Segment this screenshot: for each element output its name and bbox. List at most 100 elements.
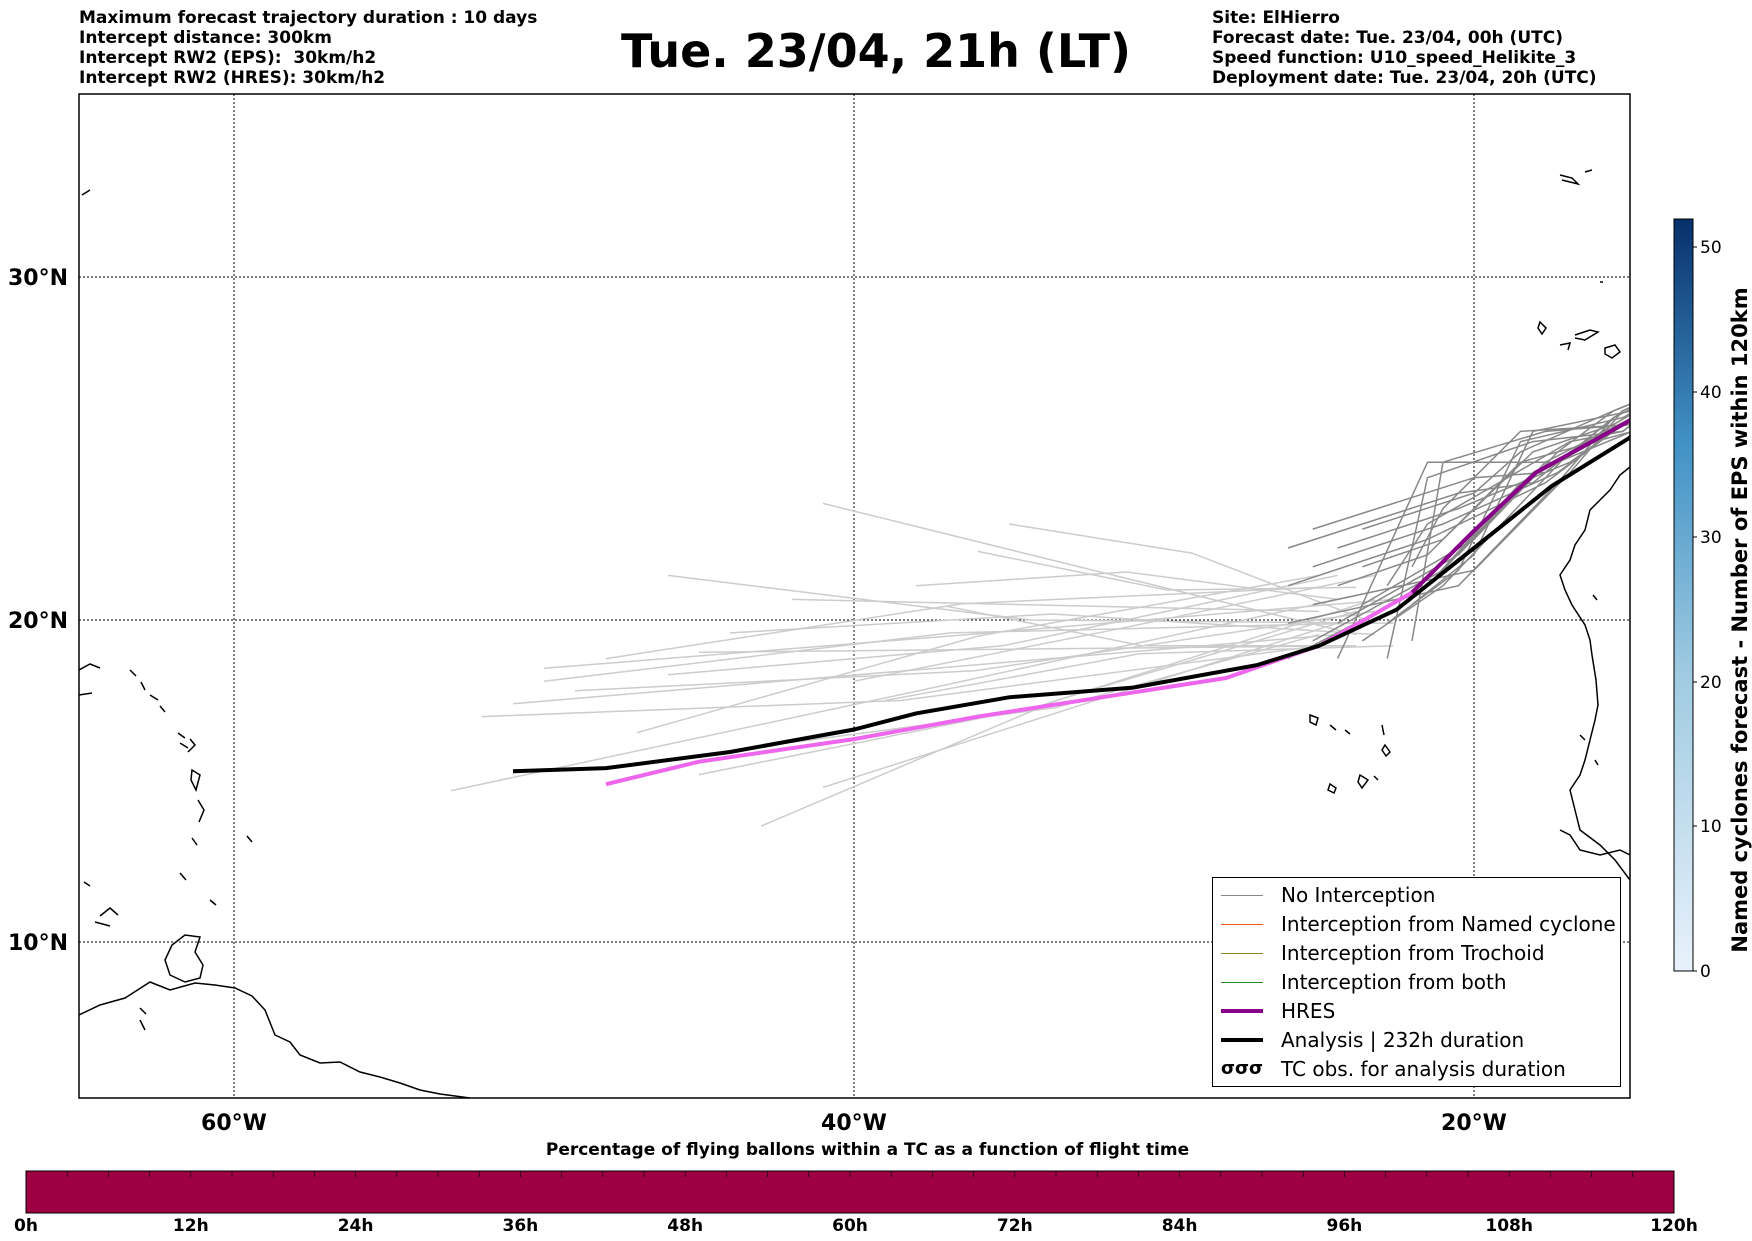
eps-trajectory xyxy=(791,633,1320,744)
legend-label: HRES xyxy=(1281,999,1336,1023)
bijagos-coast xyxy=(1559,829,1630,856)
eps-trajectory-no-interception xyxy=(1411,423,1630,568)
legend-item-hres: HRES xyxy=(1221,997,1335,1025)
bottom-colorbar-tick-label: 48h xyxy=(667,1216,704,1236)
eps-trajectory xyxy=(574,610,1375,692)
cb-tick: 40 xyxy=(1700,383,1722,403)
bottom-colorbar-tick-label: 108h xyxy=(1485,1216,1533,1236)
lesser-antilles xyxy=(94,738,217,927)
lon-tick-40w: 40°W xyxy=(821,1111,887,1136)
legend-item-named-cyclone: Interception from Named cyclone xyxy=(1221,910,1616,938)
header-right-info: Site: ElHierro Forecast date: Tue. 23/04… xyxy=(1212,8,1597,88)
hres-track-late xyxy=(1410,418,1630,595)
eps-trajectory-no-interception xyxy=(1287,408,1630,549)
eps-trajectory xyxy=(667,574,1394,624)
lat-tick-20n: 20°N xyxy=(8,609,68,634)
bottom-colorbar xyxy=(25,1170,1675,1214)
legend-label: Interception from Named cyclone xyxy=(1281,912,1616,936)
eps-trajectory xyxy=(667,574,1338,676)
header-left-info: Maximum forecast trajectory duration : 1… xyxy=(79,8,537,88)
legend-item-analysis: Analysis | 232h duration xyxy=(1221,1026,1524,1054)
analysis-trajectory xyxy=(512,434,1630,774)
vertical-colorbar-ticks: 0 10 20 30 40 50 xyxy=(1693,238,1722,982)
vertical-colorbar-title: Named cyclones forecast - Number of EPS … xyxy=(1728,287,1752,953)
eps-trajectory xyxy=(915,571,1338,601)
eps-trajectory-no-interception xyxy=(1411,410,1630,606)
bottom-colorbar-tick-label: 120h xyxy=(1650,1216,1698,1236)
eps-trajectory xyxy=(450,586,1394,792)
legend-item-tc-obs: σσσ TC obs. for analysis duration xyxy=(1221,1055,1566,1083)
cb-tick: 50 xyxy=(1700,238,1722,258)
cape-verde-islands xyxy=(1309,713,1391,795)
west-africa-coast xyxy=(1559,466,1630,881)
eps-trajectory xyxy=(1008,523,1376,624)
header-right-line: Forecast date: Tue. 23/04, 00h (UTC) xyxy=(1212,28,1563,48)
eps-trajectory-no-interception xyxy=(1312,406,1630,606)
bottom-colorbar-tick-label: 12h xyxy=(172,1216,209,1236)
header-left-line: Maximum forecast trajectory duration : 1… xyxy=(79,8,538,28)
trinidad-coast xyxy=(164,934,204,983)
eps-trajectory xyxy=(822,622,1338,789)
eps-trajectory-no-interception xyxy=(1337,417,1630,624)
map-frame xyxy=(78,93,1631,1099)
header-right-line: Site: ElHierro xyxy=(1212,8,1340,28)
coastlines xyxy=(79,169,1630,1098)
legend-swatch xyxy=(1221,952,1263,954)
south-america-coast xyxy=(79,981,471,1098)
legend-label: Interception from Trochoid xyxy=(1281,941,1545,965)
cb-tick: 0 xyxy=(1700,962,1711,982)
analysis-track xyxy=(512,434,1630,774)
bottom-colorbar-tick-label: 36h xyxy=(502,1216,539,1236)
legend-label: No Interception xyxy=(1281,883,1436,907)
eps-trajectory xyxy=(543,598,1394,670)
legend: No Interception Interception from Named … xyxy=(1212,877,1621,1087)
west-map-islets xyxy=(81,189,91,196)
lon-tick-60w: 60°W xyxy=(201,1111,267,1136)
cb-tick: 30 xyxy=(1700,528,1722,548)
eps-trajectory-no-interception xyxy=(1411,423,1630,642)
eps-trajectory-no-interception xyxy=(1386,412,1630,624)
eps-trajectory xyxy=(977,550,1357,591)
africa-inland-islets xyxy=(1579,594,1599,766)
bottom-colorbar-tick-label: 96h xyxy=(1326,1216,1363,1236)
hres-track-early xyxy=(605,590,1413,787)
eps-trajectory-no-interception xyxy=(1312,418,1630,568)
legend-item-no-interception: No Interception xyxy=(1221,881,1435,909)
legend-label: Analysis | 232h duration xyxy=(1281,1028,1525,1052)
eps-trajectory-no-interception xyxy=(1312,418,1630,642)
legend-item-both: Interception from both xyxy=(1221,968,1507,996)
page-title: Tue. 23/04, 21h (LT) xyxy=(621,24,1131,78)
eps-trajectory-no-interception xyxy=(1362,414,1630,568)
caribbean-islets xyxy=(83,669,253,1031)
eps-trajectory xyxy=(543,622,1357,682)
eps-trajectory xyxy=(791,598,1320,613)
bottom-colorbar-tick-label: 24h xyxy=(337,1216,374,1236)
eps-trajectory-no-interception xyxy=(1386,425,1630,659)
bottom-colorbar-tick-label: 0h xyxy=(14,1216,38,1236)
header-left-line: Intercept RW2 (HRES): 30km/h2 xyxy=(79,68,386,88)
legend-label: Interception from both xyxy=(1281,970,1507,994)
lon-tick-20w: 20°W xyxy=(1441,1111,1507,1136)
header-right-line: Speed function: U10_speed_Helikite_3 xyxy=(1212,48,1577,68)
eps-trajectory xyxy=(853,574,1375,682)
bottom-colorbar-tick-label: 72h xyxy=(996,1216,1033,1236)
bottom-colorbar-tick-label: 84h xyxy=(1161,1216,1198,1236)
eps-trajectory xyxy=(698,645,1357,653)
eps-trajectory-no-interception xyxy=(1337,418,1630,549)
header-left-line: Intercept RW2 (EPS): 30km/h2 xyxy=(79,48,377,68)
bottom-colorbar-title: Percentage of flying ballons within a TC… xyxy=(545,1140,1190,1160)
eps-trajectory xyxy=(822,502,1357,636)
eps-trajectory-no-interception xyxy=(1337,431,1630,587)
vertical-colorbar xyxy=(1673,218,1694,972)
eps-trajectory xyxy=(946,605,1338,647)
legend-label: TC obs. for analysis duration xyxy=(1281,1057,1566,1081)
legend-item-trochoid: Interception from Trochoid xyxy=(1221,939,1545,967)
header-right-line: Deployment date: Tue. 23/04, 20h (UTC) xyxy=(1212,68,1597,88)
bottom-colorbar-tick-label: 60h xyxy=(832,1216,868,1236)
eps-trajectory-no-interception xyxy=(1361,414,1630,642)
eps-trajectory-no-interception xyxy=(1386,425,1630,587)
legend-swatch xyxy=(1221,1038,1263,1042)
bottom-colorbar-ticks xyxy=(66,1171,1634,1177)
cb-tick: 10 xyxy=(1700,817,1722,837)
